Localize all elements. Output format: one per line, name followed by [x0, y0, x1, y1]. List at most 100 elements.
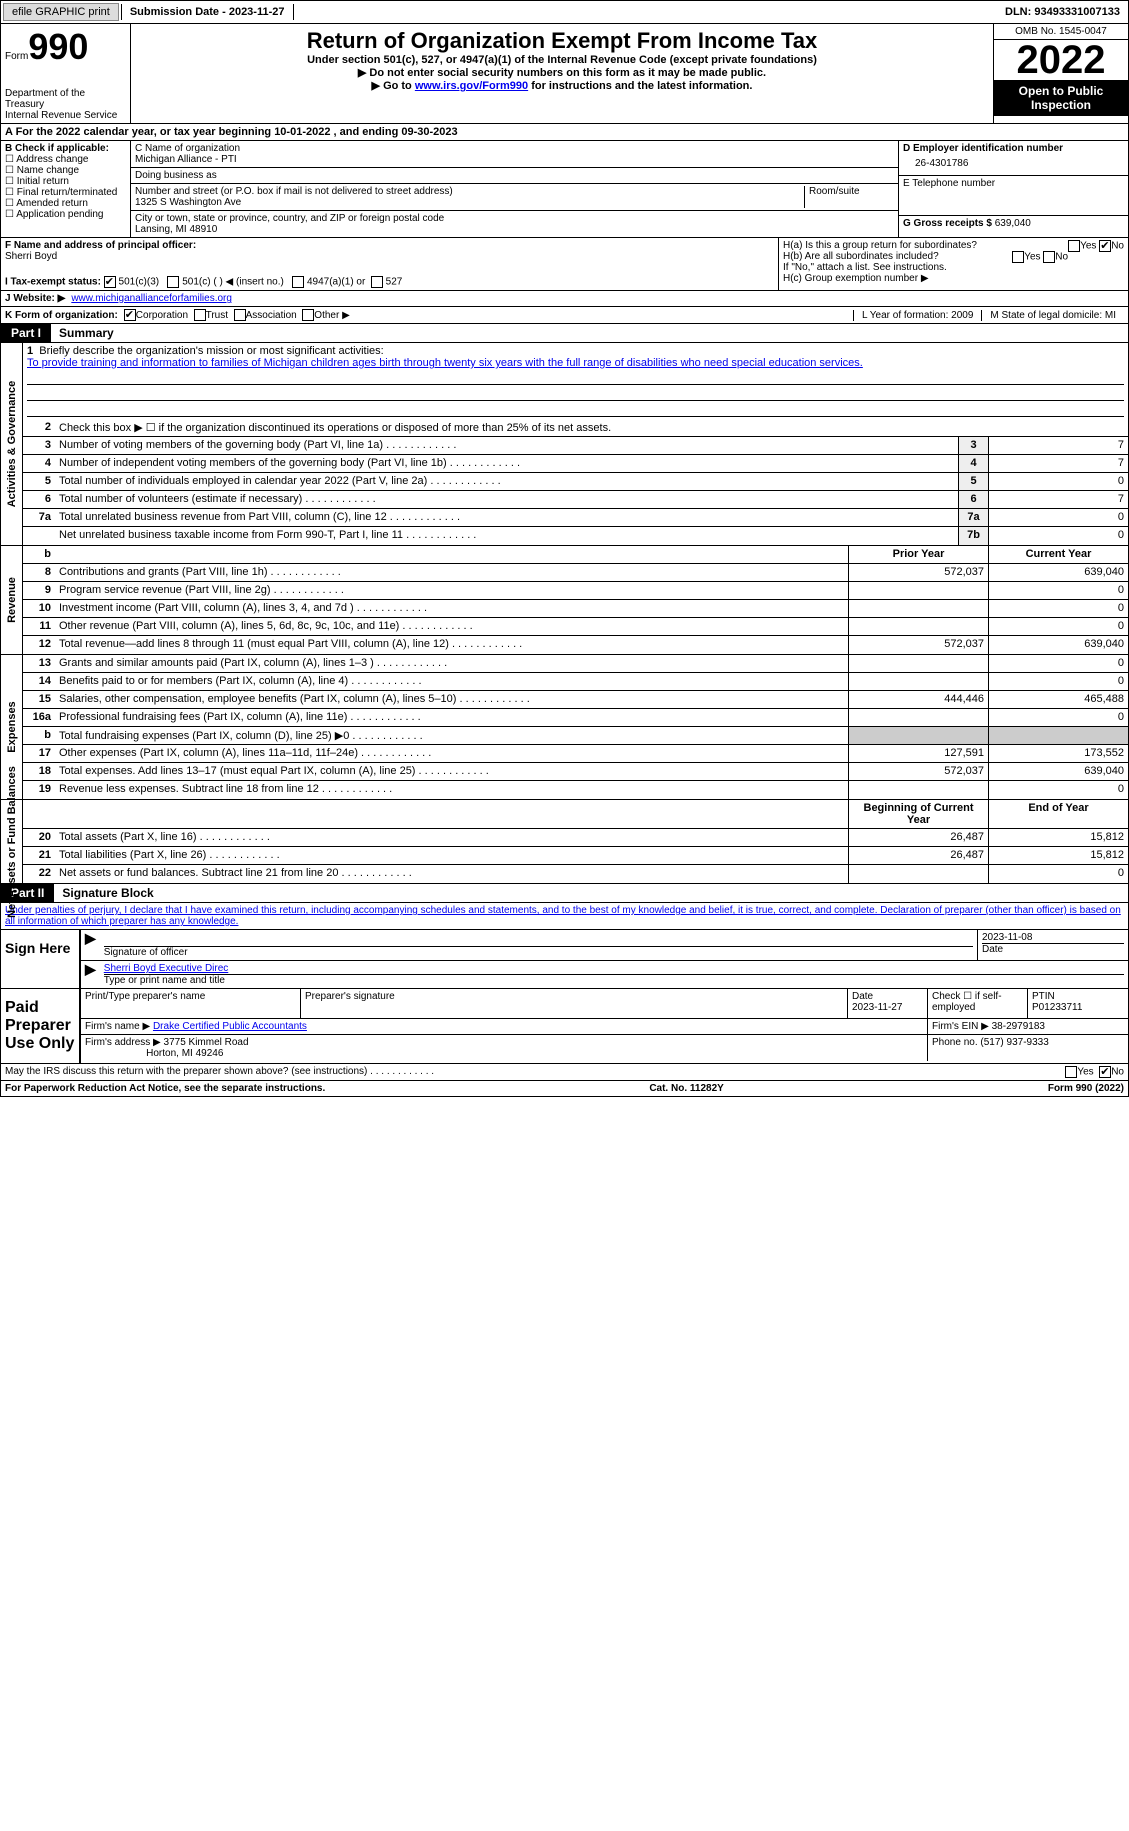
cb-address-change[interactable]: ☐ Address change — [5, 154, 126, 165]
form-ref: Form 990 (2022) — [1048, 1083, 1124, 1094]
cb-501c3[interactable] — [104, 276, 116, 288]
cb-amended-return[interactable]: ☐ Amended return — [5, 198, 126, 209]
cat-number: Cat. No. 11282Y — [649, 1083, 723, 1094]
dln: DLN: 93493331007133 — [997, 4, 1128, 20]
ha-no[interactable] — [1099, 240, 1111, 252]
sign-date: 2023-11-08 — [982, 932, 1124, 943]
cb-trust[interactable] — [194, 309, 206, 321]
org-name-label: C Name of organization — [135, 143, 894, 154]
form-number: 990 — [28, 26, 88, 67]
irs-discuss-row: May the IRS discuss this return with the… — [0, 1064, 1129, 1081]
cb-initial-return[interactable]: ☐ Initial return — [5, 176, 126, 187]
hb-yes[interactable] — [1012, 251, 1024, 263]
officer-sig-label: Signature of officer — [104, 946, 973, 958]
netassets-section: Net Assets or Fund Balances Beginning of… — [0, 800, 1129, 884]
data-line: 17Other expenses (Part IX, column (A), l… — [23, 745, 1128, 763]
summary-line: 4Number of independent voting members of… — [23, 455, 1128, 473]
title-right: OMB No. 1545-0047 2022 Open to Public In… — [993, 24, 1128, 123]
irs-link[interactable]: www.irs.gov/Form990 — [415, 80, 528, 92]
title-block: Form990 Department of the Treasury Inter… — [0, 24, 1129, 124]
summary-line: 5Total number of individuals employed in… — [23, 473, 1128, 491]
officer-name-label: Type or print name and title — [104, 974, 1124, 986]
section-bcd: B Check if applicable: ☐ Address change … — [0, 141, 1129, 238]
officer-typed-name[interactable]: Sherri Boyd Executive Direc — [104, 963, 229, 974]
hdr-beg-year: Beginning of Current Year — [848, 800, 988, 828]
part1-header: Part I Summary — [0, 324, 1129, 343]
data-line: 21Total liabilities (Part X, line 26)26,… — [23, 847, 1128, 865]
firm-city: Horton, MI 49246 — [146, 1048, 223, 1059]
opt-527: 527 — [386, 277, 403, 288]
open-to-public: Open to Public Inspection — [994, 80, 1128, 116]
firm-ein-label: Firm's EIN ▶ — [932, 1021, 989, 1032]
data-line: bTotal fundraising expenses (Part IX, co… — [23, 727, 1128, 745]
form-id-left: Form990 Department of the Treasury Inter… — [1, 24, 131, 123]
org-name: Michigan Alliance - PTI — [135, 154, 894, 165]
cb-assoc[interactable] — [234, 309, 246, 321]
form-org-label: K Form of organization: — [5, 310, 118, 321]
discuss-yes[interactable] — [1065, 1066, 1077, 1078]
part1-tag: Part I — [1, 324, 51, 342]
data-line: 19Revenue less expenses. Subtract line 1… — [23, 781, 1128, 799]
form-subtitle: Under section 501(c), 527, or 4947(a)(1)… — [135, 54, 989, 66]
hdr-current-year: Current Year — [988, 546, 1128, 563]
firm-name[interactable]: Drake Certified Public Accountants — [153, 1021, 307, 1032]
sign-here-label: Sign Here — [1, 930, 81, 988]
preparer-name-label: Print/Type preparer's name — [85, 991, 296, 1002]
dba-label: Doing business as — [135, 170, 217, 181]
line2-discontinued: Check this box ▶ ☐ if the organization d… — [55, 419, 1128, 436]
cb-501c[interactable] — [167, 276, 179, 288]
cb-4947[interactable] — [292, 276, 304, 288]
cb-application-pending[interactable]: ☐ Application pending — [5, 209, 126, 220]
opt-trust: Trust — [206, 310, 228, 321]
self-employed-check[interactable]: Check ☐ if self-employed — [928, 989, 1028, 1018]
state-domicile: M State of legal domicile: MI — [981, 310, 1124, 321]
part2-header: Part II Signature Block — [0, 884, 1129, 903]
hb-no[interactable] — [1043, 251, 1055, 263]
efile-print-button[interactable]: efile GRAPHIC print — [3, 3, 119, 21]
dept-treasury: Department of the Treasury Internal Reve… — [5, 88, 126, 121]
part2-title: Signature Block — [54, 884, 161, 902]
box-d: D Employer identification number 26-4301… — [898, 141, 1128, 237]
cb-final-return[interactable]: ☐ Final return/terminated — [5, 187, 126, 198]
box-h: H(a) Is this a group return for subordin… — [778, 238, 1128, 290]
opt-4947: 4947(a)(1) or — [307, 277, 365, 288]
ha-yes[interactable] — [1068, 240, 1080, 252]
activities-governance: Activities & Governance 1 Briefly descri… — [0, 343, 1129, 546]
mission-text[interactable]: To provide training and information to f… — [27, 357, 863, 369]
cb-name-change[interactable]: ☐ Name change — [5, 165, 126, 176]
discuss-no[interactable] — [1099, 1066, 1111, 1078]
data-line: 9Program service revenue (Part VIII, lin… — [23, 582, 1128, 600]
officer-name: Sherri Boyd — [5, 251, 774, 262]
prep-date: 2023-11-27 — [852, 1002, 902, 1013]
header-bar: efile GRAPHIC print Submission Date - 20… — [0, 0, 1129, 24]
submission-date: Submission Date - 2023-11-27 — [121, 4, 294, 20]
hdr-end-year: End of Year — [988, 800, 1128, 828]
website-link[interactable]: www.michiganallianceforfamilies.org — [71, 293, 232, 304]
opt-501c: 501(c) ( ) ◀ (insert no.) — [182, 277, 284, 288]
box-f: F Name and address of principal officer:… — [1, 238, 778, 290]
section-fh: F Name and address of principal officer:… — [0, 238, 1129, 291]
data-line: 12Total revenue—add lines 8 through 11 (… — [23, 636, 1128, 654]
opt-other: Other ▶ — [314, 310, 349, 321]
data-line: 16aProfessional fundraising fees (Part I… — [23, 709, 1128, 727]
title-mid: Return of Organization Exempt From Incom… — [131, 24, 993, 123]
penalties-link[interactable]: Under penalties of perjury, I declare th… — [5, 905, 1121, 927]
cb-corp[interactable] — [124, 309, 136, 321]
preparer-sig-label: Preparer's signature — [301, 989, 848, 1018]
city-value: Lansing, MI 48910 — [135, 224, 894, 235]
cb-527[interactable] — [371, 276, 383, 288]
gross-label: G Gross receipts $ — [903, 218, 992, 229]
room-suite-label: Room/suite — [804, 186, 894, 208]
ptin-value: P01233711 — [1032, 1002, 1082, 1013]
form-title: Return of Organization Exempt From Incom… — [135, 28, 989, 54]
cb-other[interactable] — [302, 309, 314, 321]
box-b-label: B Check if applicable: — [5, 143, 126, 154]
data-line: 14Benefits paid to or for members (Part … — [23, 673, 1128, 691]
year-formation: L Year of formation: 2009 — [853, 310, 981, 321]
ha-label: H(a) Is this a group return for subordin… — [783, 240, 977, 251]
phone-label: E Telephone number — [903, 178, 1124, 189]
mission-block: 1 Briefly describe the organization's mi… — [23, 343, 1128, 419]
sidebar-na: Net Assets or Fund Balances — [1, 800, 23, 883]
gross-receipts: 639,040 — [995, 218, 1031, 229]
row-klm: K Form of organization: Corporation Trus… — [0, 307, 1129, 324]
